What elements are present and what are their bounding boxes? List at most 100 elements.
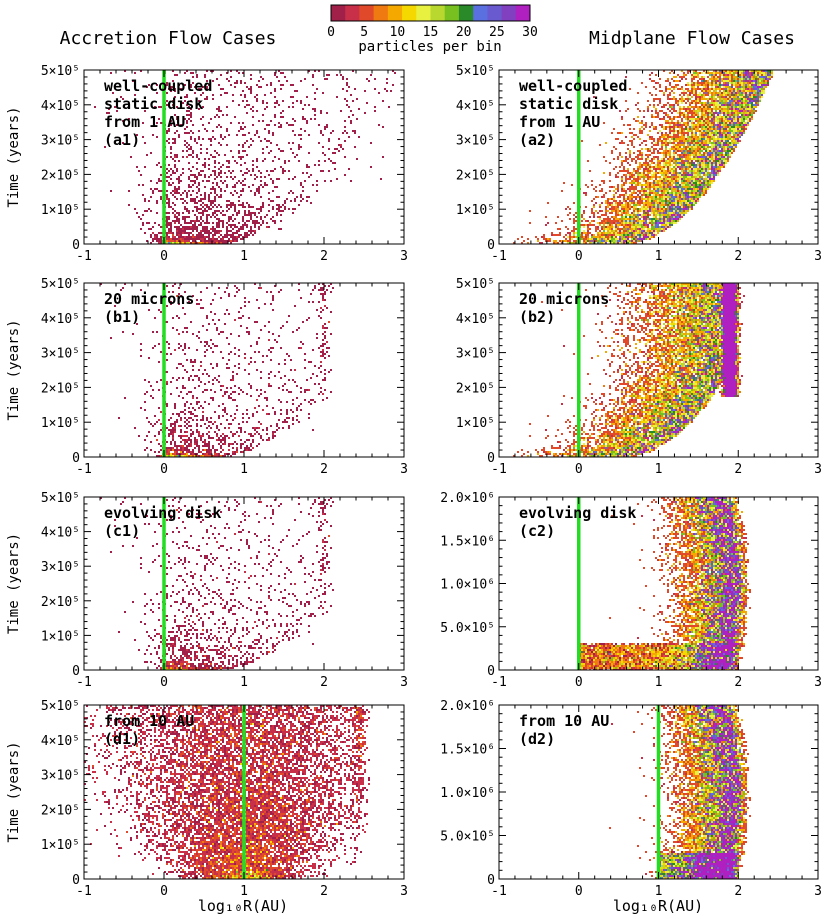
density-cell <box>222 214 224 216</box>
density-cell <box>735 120 737 122</box>
density-cell <box>152 190 154 192</box>
density-cell <box>601 188 603 190</box>
density-cell <box>705 160 707 162</box>
density-cell <box>687 170 689 172</box>
density-cell <box>741 94 743 96</box>
density-cell <box>294 208 296 210</box>
density-cell <box>719 86 721 88</box>
density-cell <box>697 162 699 164</box>
density-cell <box>254 174 256 176</box>
density-cell <box>653 128 655 130</box>
density-cell <box>703 160 705 162</box>
density-cell <box>280 124 282 126</box>
density-cell <box>220 166 222 168</box>
density-cell <box>643 228 645 230</box>
density-cell <box>166 212 168 214</box>
density-cell <box>675 76 677 78</box>
density-cell <box>725 128 727 130</box>
density-cell <box>390 90 392 92</box>
density-cell <box>196 216 198 218</box>
density-cell <box>723 158 725 160</box>
density-cell <box>659 170 661 172</box>
density-cell <box>703 84 705 86</box>
density-cell <box>699 124 701 126</box>
density-cell <box>695 130 697 132</box>
density-cell <box>609 212 611 214</box>
density-cell <box>649 198 651 200</box>
density-cell <box>599 242 601 244</box>
density-cell <box>214 150 216 152</box>
density-cell <box>242 204 244 206</box>
density-cell <box>188 144 190 146</box>
density-cell <box>681 144 683 146</box>
density-cell <box>699 140 701 142</box>
density-cell <box>206 152 208 154</box>
density-cell <box>681 196 683 198</box>
density-cell <box>725 84 727 86</box>
density-cell <box>182 102 184 104</box>
density-cell <box>683 200 685 202</box>
density-cell <box>108 112 110 114</box>
density-cell <box>677 218 679 220</box>
density-cell <box>266 170 268 172</box>
density-cell <box>188 222 190 224</box>
density-cell <box>723 146 725 148</box>
density-cell <box>693 190 695 192</box>
density-cell <box>699 192 701 194</box>
density-cell <box>703 184 705 186</box>
density-cell <box>244 96 246 98</box>
density-cell <box>194 176 196 178</box>
density-cell <box>154 234 156 236</box>
density-cell <box>240 182 242 184</box>
density-cell <box>198 172 200 174</box>
density-cell <box>214 230 216 232</box>
density-cell <box>142 194 144 196</box>
density-cell <box>184 140 186 142</box>
density-cell <box>230 206 232 208</box>
density-cell <box>220 212 222 214</box>
density-cell <box>178 176 180 178</box>
y-tick-label: 0 <box>72 238 80 253</box>
density-cell <box>711 118 713 120</box>
density-cell <box>188 228 190 230</box>
density-cell <box>721 138 723 140</box>
density-cell <box>757 88 759 90</box>
density-cell <box>675 218 677 220</box>
density-cell <box>759 100 761 102</box>
density-cell <box>653 204 655 206</box>
density-cell <box>206 240 208 242</box>
density-cell <box>657 160 659 162</box>
density-cell <box>693 146 695 148</box>
density-cell <box>669 156 671 158</box>
density-cell <box>723 142 725 144</box>
density-cell <box>645 186 647 188</box>
density-cell <box>172 182 174 184</box>
density-cell <box>689 186 691 188</box>
density-cell <box>224 172 226 174</box>
density-cell <box>693 170 695 172</box>
density-cell <box>639 110 641 112</box>
density-cell <box>697 174 699 176</box>
density-cell <box>679 100 681 102</box>
density-cell <box>639 132 641 134</box>
density-cell <box>669 186 671 188</box>
density-cell <box>222 88 224 90</box>
density-cell <box>725 86 727 88</box>
density-cell <box>180 230 182 232</box>
density-cell <box>274 156 276 158</box>
density-cell <box>663 136 665 138</box>
density-cell <box>206 70 208 72</box>
density-cell <box>567 242 569 244</box>
density-cell <box>727 80 729 82</box>
density-cell <box>747 124 749 126</box>
density-cell <box>669 170 671 172</box>
density-cell <box>705 86 707 88</box>
density-cell <box>663 164 665 166</box>
density-cell <box>701 164 703 166</box>
density-cell <box>705 84 707 86</box>
density-cell <box>549 240 551 242</box>
density-cell <box>711 158 713 160</box>
density-cell <box>753 74 755 76</box>
density-cell <box>679 126 681 128</box>
density-cell <box>673 132 675 134</box>
